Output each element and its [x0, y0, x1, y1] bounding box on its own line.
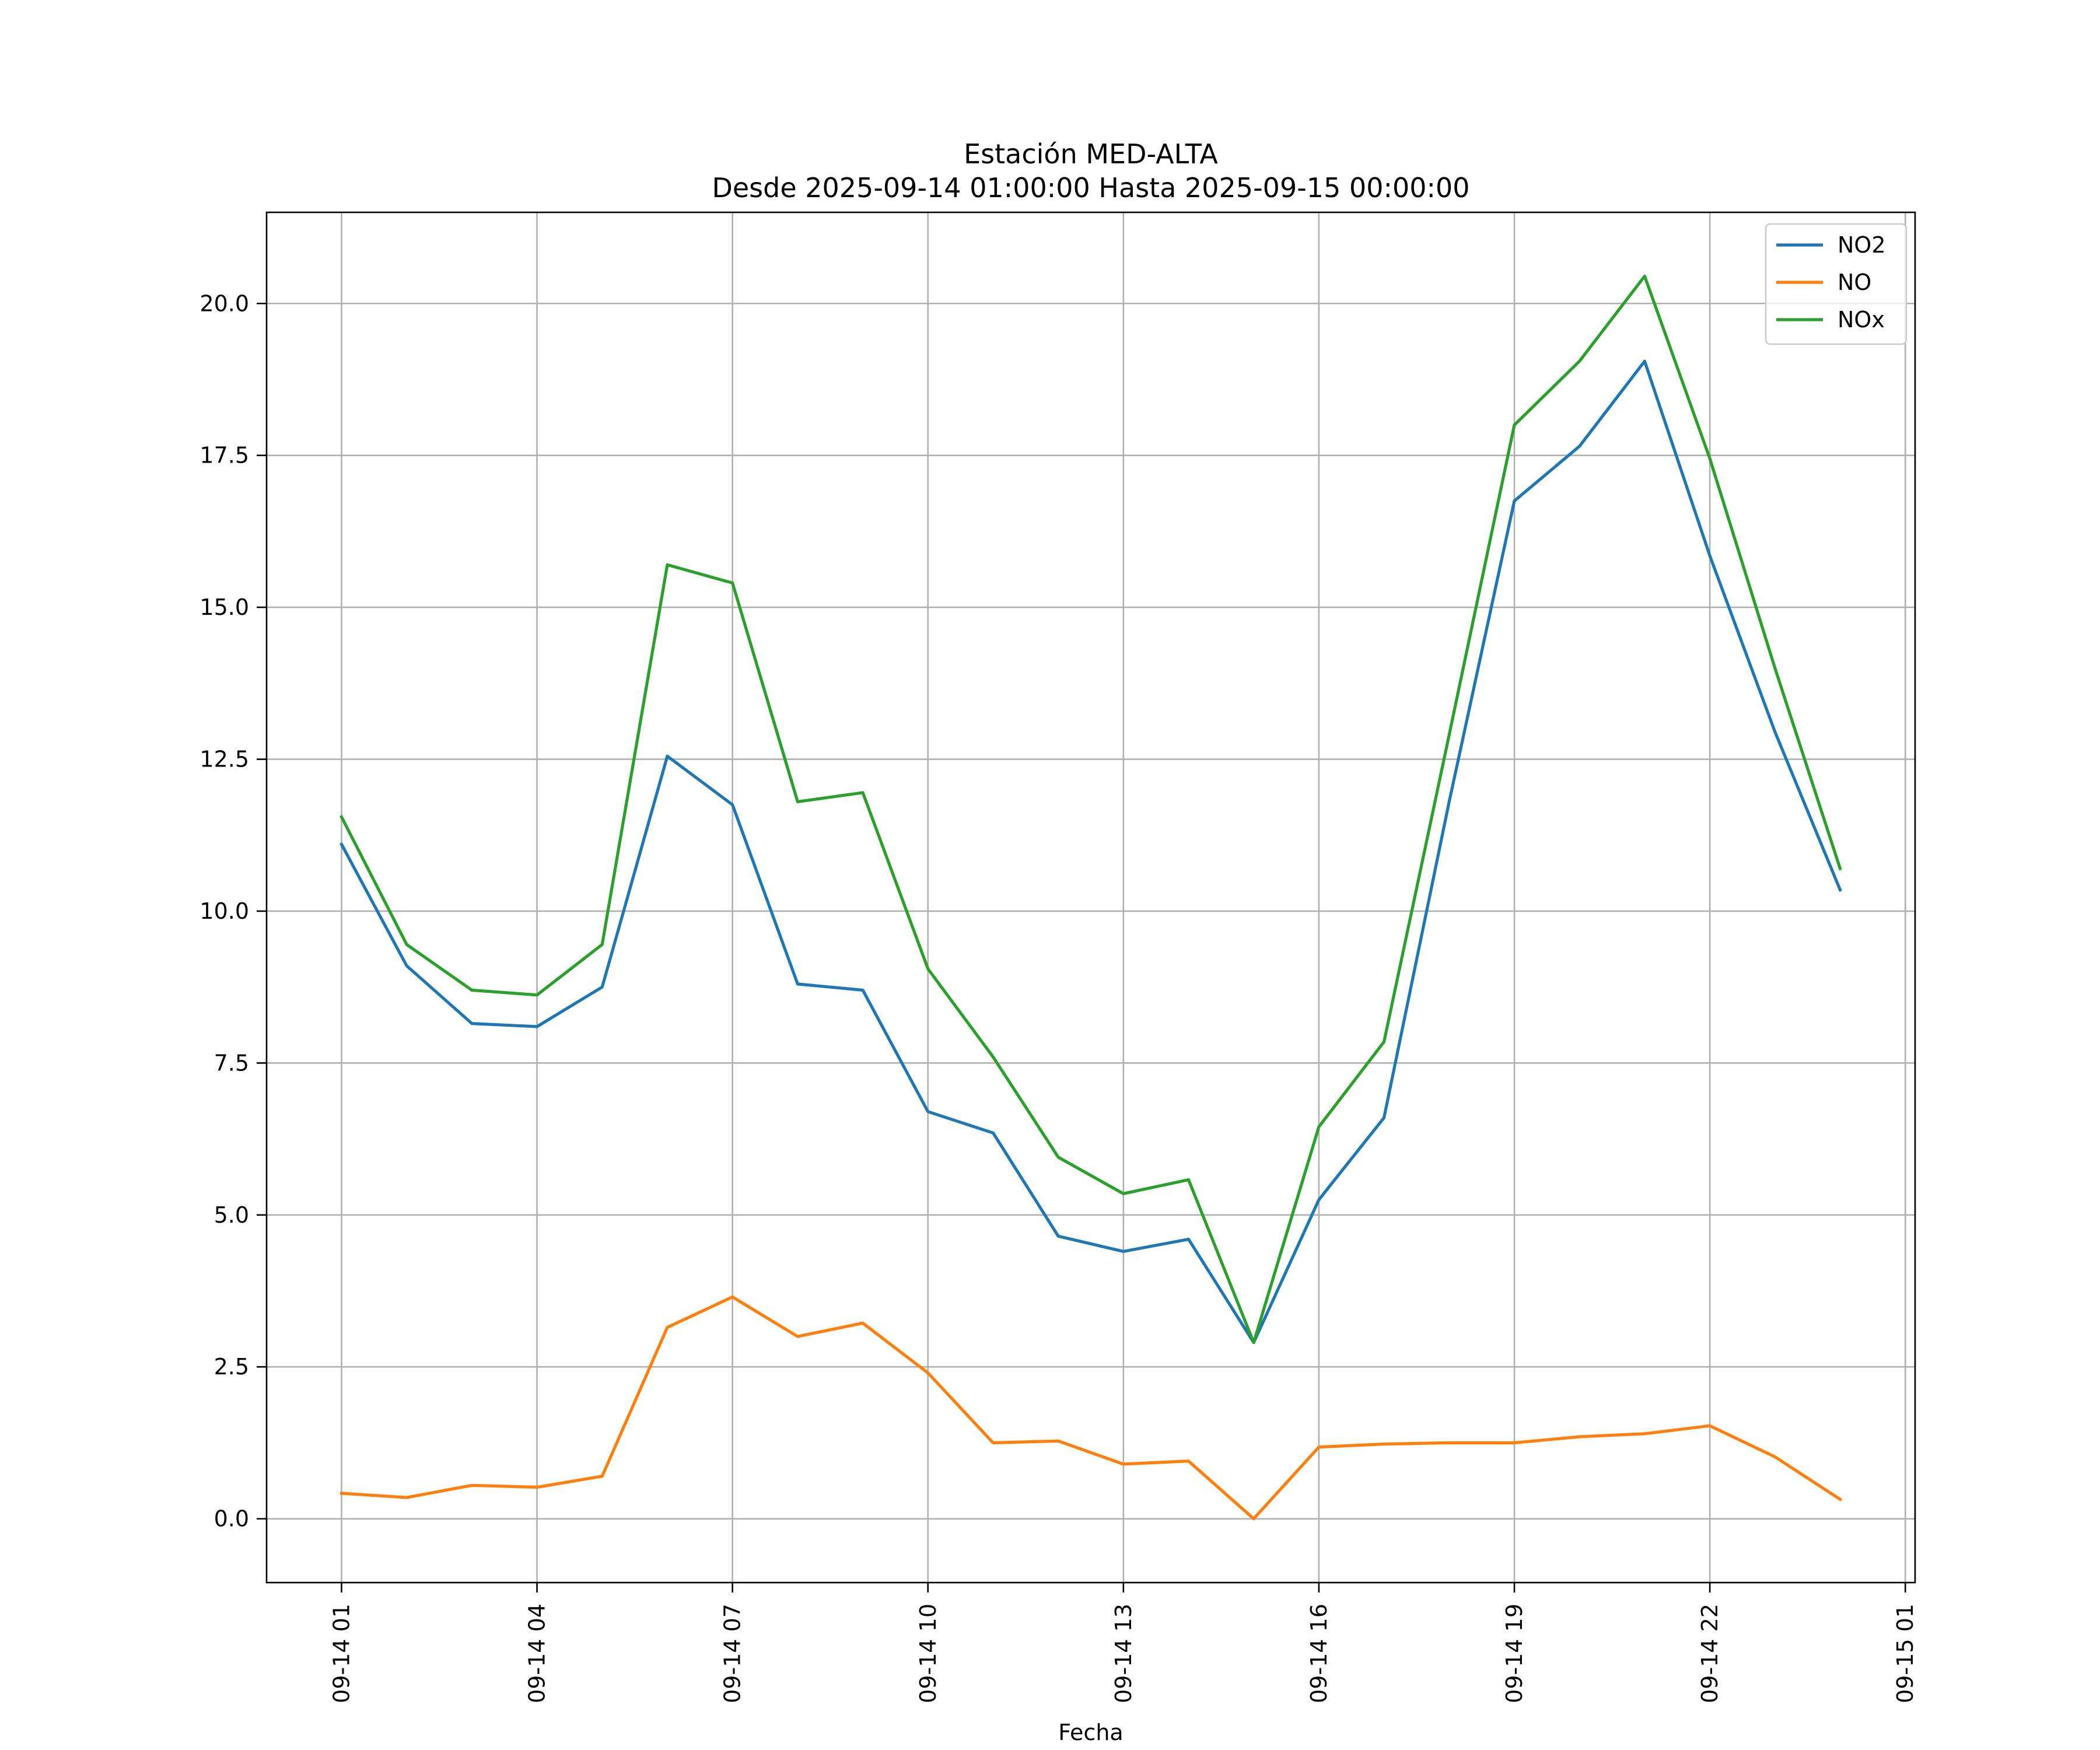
y-tick-label: 20.0: [200, 290, 249, 316]
series-line-no2: [339, 359, 1842, 1345]
x-tick-label: 09-14 07: [720, 1604, 746, 1703]
x-tick-label: 09-14 13: [1111, 1604, 1136, 1703]
x-axis-ticks: 09-14 01 09-14 04 09-14 07 09-14 10 09-14 13…: [328, 1583, 1918, 1703]
y-tick-label: 7.5: [214, 1050, 249, 1076]
legend-label-no2: NO2: [1838, 232, 1886, 258]
legend-label-no: NO: [1838, 270, 1871, 295]
y-tick-label: 2.5: [214, 1354, 249, 1380]
x-axis-label: Fecha: [1058, 1720, 1123, 1745]
gridlines: [267, 212, 1915, 1583]
x-tick-label: 09-14 10: [915, 1604, 941, 1703]
y-tick-label: 15.0: [200, 594, 249, 620]
legend: NO2 NO NOx: [1765, 223, 1908, 345]
legend-box: [1765, 223, 1908, 345]
x-tick-label: 09-15 01: [1892, 1604, 1918, 1703]
legend-label-nox: NOx: [1838, 307, 1885, 332]
y-tick-label: 0.0: [214, 1506, 249, 1532]
x-tick-label: 09-14 16: [1306, 1604, 1332, 1703]
y-axis-ticks: 0.0 2.5 5.0 7.5 10.0 12.5 15.0 17.5 20.0: [200, 290, 267, 1532]
x-tick-label: 09-14 04: [524, 1604, 550, 1703]
x-tick-label: 09-14 22: [1697, 1604, 1723, 1703]
y-tick-label: 17.5: [200, 443, 249, 468]
x-tick-label: 09-14 01: [328, 1604, 354, 1703]
x-tick-label: 09-14 19: [1502, 1604, 1527, 1703]
y-tick-label: 5.0: [214, 1202, 249, 1228]
series-lines: [339, 274, 1843, 1521]
plot-frame: [265, 211, 1916, 1584]
chart-title: Estación MED-ALTA: [964, 138, 1218, 170]
y-tick-label: 12.5: [200, 747, 249, 772]
y-tick-label: 10.0: [200, 898, 249, 924]
series-line-no: [340, 1295, 1843, 1521]
series-line-nox: [340, 274, 1842, 1345]
chart-subtitle: Desde 2025-09-14 01:00:00 Hasta 2025-09-…: [712, 172, 1469, 204]
